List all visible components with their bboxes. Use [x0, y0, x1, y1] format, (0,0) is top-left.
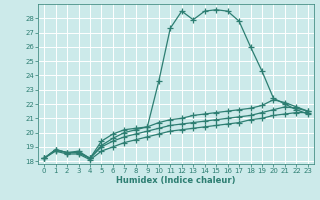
X-axis label: Humidex (Indice chaleur): Humidex (Indice chaleur) — [116, 176, 236, 185]
